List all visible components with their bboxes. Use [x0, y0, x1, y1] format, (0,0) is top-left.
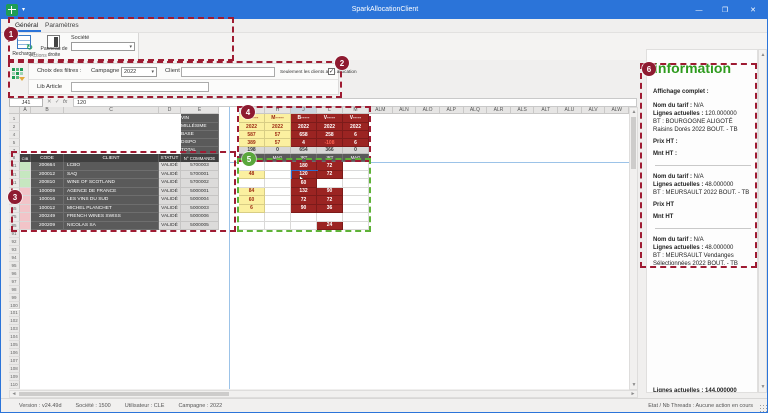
info-block: Nom du tarif : N/A Lignes actuelles : 48.… — [653, 173, 753, 221]
societe-label: Société — [71, 35, 90, 41]
lib-article-input[interactable] — [71, 82, 209, 92]
scroll-right-icon[interactable]: ► — [630, 391, 636, 397]
information-panel: information Affichage complet : Nom du t… — [646, 49, 758, 393]
cell-name-box[interactable]: J41 — [9, 98, 43, 107]
app-icon — [6, 4, 18, 16]
allocation-checkbox-label: Seulement les clients avec allocation — [280, 68, 357, 74]
client-input[interactable] — [181, 66, 275, 77]
info-panel-scrollbar[interactable]: ▲ ▼ — [758, 49, 767, 393]
product-label: BT : BOURGOGNE ALIGOTÉ Raisins Dorés 202… — [653, 119, 738, 133]
scroll-up-icon[interactable]: ▲ — [760, 52, 766, 58]
filter-bar: Choix des filtres : Campagne 2022 ▾ Clie… — [8, 61, 357, 98]
societe-combobox[interactable]: ▾ — [71, 42, 135, 51]
status-item: Utilisateur : CLE — [124, 403, 165, 409]
status-item: Campagne : 2022 — [178, 403, 223, 409]
window-title: SparkAllocationClient — [351, 6, 419, 13]
status-bar: Version : v24.49d Société : 1500 Utilisate… — [1, 398, 767, 412]
close-button[interactable]: ✕ — [750, 7, 756, 14]
status-item: Société : 1500 — [75, 403, 111, 409]
filter-grid-icon[interactable] — [12, 68, 25, 81]
ribbon: Recharger Panneau de droite Société ▾ Ac… — [1, 33, 767, 60]
product-label: BT : MEURSAULT Vendanges Sélectionnées 2… — [653, 253, 738, 267]
grid-horizontal-scrollbar[interactable]: ◄ ► — [9, 390, 638, 398]
scroll-left-icon[interactable]: ◄ — [11, 391, 17, 397]
grid-vertical-scrollbar[interactable]: ▲ ▼ — [629, 107, 638, 390]
scroll-down-icon[interactable]: ▼ — [760, 384, 766, 390]
product-label: BT : MEURSAULT 2022 BOUT. - TB — [653, 190, 750, 196]
funnel-icon — [19, 77, 25, 81]
information-content: Affichage complet : Nom du tarif : N/A Li… — [653, 88, 753, 272]
minimize-button[interactable]: — — [695, 6, 703, 14]
ribbon-group-actions: Recharger Panneau de droite Société ▾ — [9, 33, 139, 59]
title-bar: ▾ SparkAllocationClient — ❐ ✕ — [1, 1, 767, 19]
campagne-label: Campagne — [91, 68, 120, 74]
scroll-down-icon[interactable]: ▼ — [631, 382, 637, 388]
cancel-icon[interactable]: ✕ — [47, 99, 52, 105]
formula-bar: J41 ✕ ✓ fx 120 — [9, 98, 637, 107]
scroll-up-icon[interactable]: ▲ — [631, 109, 637, 115]
formula-input[interactable]: 120 — [73, 98, 637, 107]
quick-access-caret-icon[interactable]: ▾ — [22, 7, 26, 13]
allocation-checkbox[interactable]: ✓ — [328, 67, 335, 75]
status-item: Version : v24.49d — [19, 403, 62, 409]
filters-label: Choix des filtres : — [37, 68, 82, 74]
right-panel-icon — [47, 35, 60, 49]
chevron-down-icon: ▾ — [151, 68, 154, 75]
spreadsheet-grid[interactable] — [9, 107, 637, 389]
tab-parametres[interactable]: Paramètres — [45, 22, 79, 29]
status-threads-label: Etat / Nb Threads : Aucune action en cou… — [648, 403, 753, 409]
lib-article-label: Lib Article — [37, 84, 63, 90]
ribbon-group-label: Actions — [30, 53, 47, 59]
reload-grid-icon — [17, 35, 33, 52]
info-block: Nom du tarif : N/A Lignes actuelles : 48.… — [653, 236, 753, 268]
ribbon-tab-strip: Général Paramètres — [1, 19, 767, 33]
maximize-button[interactable]: ❐ — [721, 7, 729, 14]
affichage-complet-label: Affichage complet : — [653, 89, 709, 95]
information-title: information — [654, 60, 731, 76]
clipped-info-line: Lignes actuelles : 144.000000 — [653, 388, 737, 393]
filter-panel: Choix des filtres : Campagne 2022 ▾ Clie… — [28, 63, 357, 95]
fx-icon[interactable]: fx — [63, 99, 68, 105]
confirm-icon[interactable]: ✓ — [55, 99, 60, 105]
campagne-combobox[interactable]: 2022 ▾ — [121, 66, 157, 77]
tab-general[interactable]: Général — [12, 19, 42, 32]
status-left-items: Version : v24.49d Société : 1500 Utilisate… — [19, 403, 222, 409]
info-block: Nom du tarif : N/A Lignes actuelles : 120… — [653, 102, 753, 158]
resize-grip[interactable] — [759, 404, 767, 412]
chevron-down-icon: ▾ — [129, 43, 132, 50]
client-label: Client — [165, 68, 180, 74]
